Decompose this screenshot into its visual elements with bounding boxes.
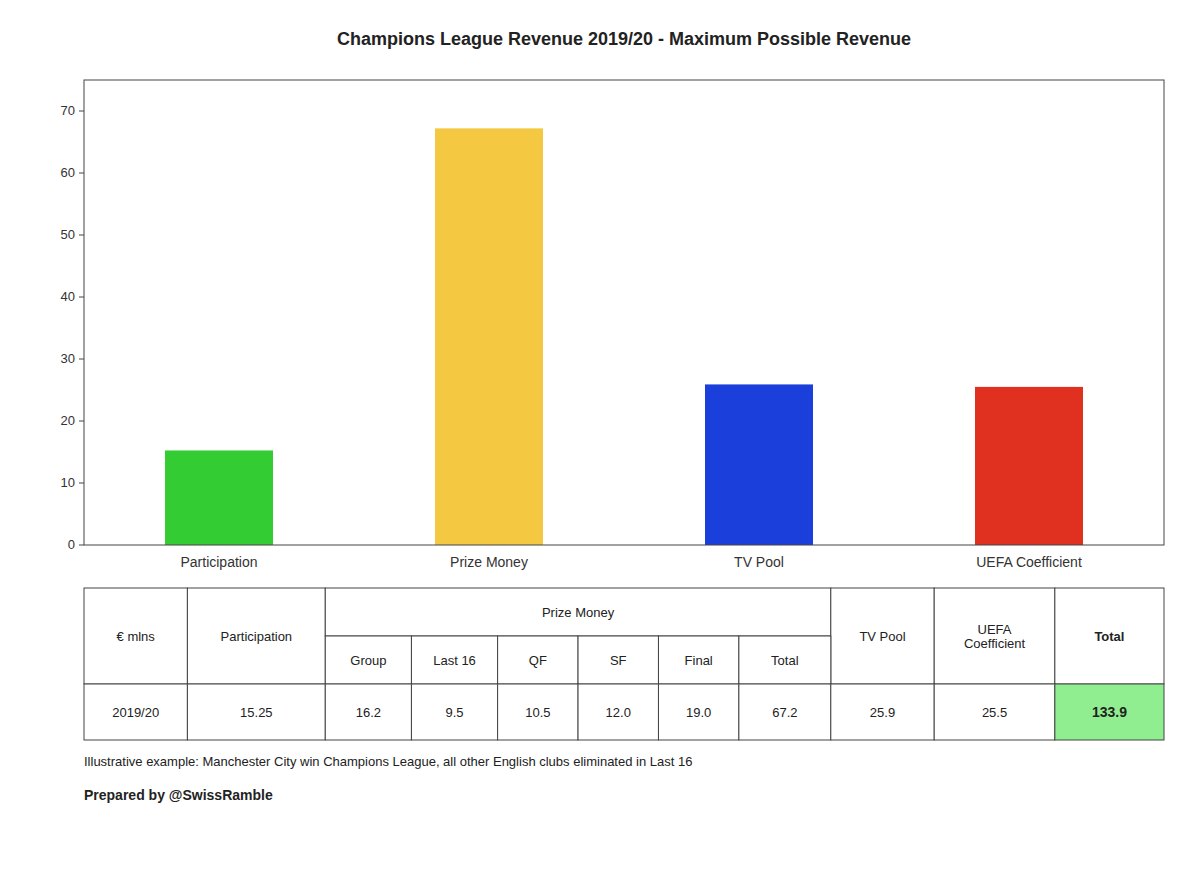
x-tick-label: TV Pool (734, 554, 784, 570)
table-cell (325, 636, 411, 684)
y-tick (79, 173, 84, 174)
y-tick (79, 297, 84, 298)
y-tick-label: 40 (61, 289, 75, 304)
x-tick-label: Prize Money (450, 554, 528, 570)
table-cell (739, 636, 831, 684)
table-text: Last 16 (433, 653, 476, 668)
table-cell (658, 684, 738, 740)
y-tick (79, 359, 84, 360)
table-text: 25.5 (982, 705, 1007, 720)
y-tick-label: 30 (61, 351, 75, 366)
table-text: 10.5 (525, 705, 550, 720)
table-text: 9.5 (445, 705, 463, 720)
chart: Champions League Revenue 2019/20 - Maxim… (0, 0, 1200, 882)
table: € mlns Participation Prize Money TV Pool UEF… (84, 588, 1164, 740)
table-cell (658, 636, 738, 684)
table-cell (578, 684, 658, 740)
y-tick (79, 235, 84, 236)
y-tick-label: 50 (61, 227, 75, 242)
table-cell (325, 588, 831, 636)
table-text: Final (685, 653, 713, 668)
table-text: 25.9 (870, 705, 895, 720)
table-cell (187, 684, 325, 740)
plot-frame (84, 80, 1164, 545)
table-text: 2019/20 (112, 705, 159, 720)
table-text: 15.25 (240, 705, 273, 720)
table-cell (934, 588, 1055, 684)
y-tick (79, 421, 84, 422)
x-tick-label: UEFA Coefficient (976, 554, 1082, 570)
table-cell (831, 684, 934, 740)
table-cell (187, 588, 325, 684)
table-cell (1055, 588, 1164, 684)
table-text: Prize Money (542, 605, 615, 620)
y-tick-label: 20 (61, 413, 75, 428)
table-text: 12.0 (606, 705, 631, 720)
table-text: 19.0 (686, 705, 711, 720)
y-tick-label: 60 (61, 165, 75, 180)
table-text: Total (1094, 629, 1124, 644)
table-text: Group (350, 653, 386, 668)
table-text: TV Pool (859, 629, 905, 644)
table-text: SF (610, 653, 627, 668)
bar (975, 387, 1083, 545)
bar (435, 128, 543, 545)
table-text: QF (529, 653, 547, 668)
table-cell (498, 636, 578, 684)
y-tick-label: 0 (68, 537, 75, 552)
y-tick (79, 545, 84, 546)
table-text: Participation (221, 629, 293, 644)
y-tick (79, 483, 84, 484)
title: Champions League Revenue 2019/20 - Maxim… (337, 29, 911, 49)
footnote: Illustrative example: Manchester City wi… (84, 754, 692, 769)
table-cell (934, 684, 1055, 740)
table-text: 16.2 (356, 705, 381, 720)
table-cell (411, 684, 497, 740)
footnote: Prepared by @SwissRamble (84, 787, 273, 803)
table-cell (498, 684, 578, 740)
table-cell (325, 684, 411, 740)
table-text: 67.2 (772, 705, 797, 720)
table-cell (1055, 684, 1164, 740)
x-tick-label: Participation (180, 554, 257, 570)
table-text: UEFACoefficient (964, 622, 1026, 651)
table-text: Total (771, 653, 799, 668)
table-cell (411, 636, 497, 684)
table-cell (739, 684, 831, 740)
table-cell (84, 588, 187, 684)
bars (165, 128, 1083, 545)
y-tick (79, 111, 84, 112)
table-text: 133.9 (1092, 704, 1127, 720)
bar (165, 450, 273, 545)
bar (705, 384, 813, 545)
table-cell (578, 636, 658, 684)
table-cell (84, 684, 187, 740)
y-tick-label: 70 (61, 103, 75, 118)
table-text: € mlns (117, 629, 156, 644)
y-tick-label: 10 (61, 475, 75, 490)
table-cell (831, 588, 934, 684)
